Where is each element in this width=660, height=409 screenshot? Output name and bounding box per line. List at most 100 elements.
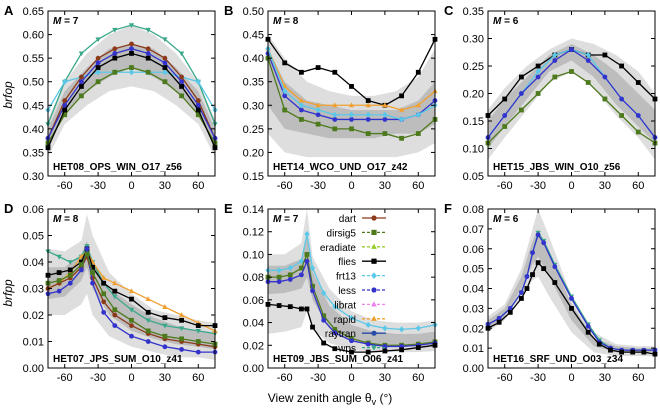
data-point bbox=[195, 339, 201, 344]
data-point bbox=[524, 274, 530, 279]
legend-entry-flies: flies bbox=[338, 257, 386, 268]
data-point bbox=[635, 80, 641, 85]
data-point bbox=[299, 265, 304, 271]
data-point bbox=[195, 349, 201, 355]
data-point bbox=[79, 79, 84, 85]
data-point bbox=[507, 309, 513, 315]
series-less-C bbox=[485, 47, 658, 140]
x-tick-label: 30 bbox=[599, 372, 611, 384]
data-point bbox=[128, 307, 135, 313]
data-point bbox=[128, 69, 135, 76]
data-point bbox=[365, 117, 371, 122]
data-point bbox=[112, 294, 118, 300]
data-point bbox=[282, 60, 288, 66]
mlabel: M = 8 bbox=[53, 214, 79, 225]
data-point bbox=[382, 131, 388, 136]
data-point bbox=[310, 283, 315, 289]
legend-label: dirsig5 bbox=[327, 228, 357, 239]
y-tick-label: 0.02 bbox=[463, 323, 484, 335]
data-point bbox=[145, 318, 151, 324]
series-rapid-B bbox=[265, 45, 438, 112]
x-tick-label: 0 bbox=[568, 180, 574, 192]
y-tick-label: 0.04 bbox=[243, 318, 264, 330]
legend-marker bbox=[371, 330, 377, 336]
legend-entry-wps: wps bbox=[337, 344, 386, 355]
data-point bbox=[502, 96, 508, 102]
data-point bbox=[162, 37, 168, 43]
legend-entry-librat: librat bbox=[334, 300, 386, 311]
data-point bbox=[162, 65, 168, 70]
data-point bbox=[382, 348, 388, 354]
data-point bbox=[552, 51, 558, 59]
y-tick-label: 0.35 bbox=[243, 77, 264, 89]
data-point bbox=[332, 126, 338, 132]
panel-B: 0.15 0.20 0.25 0.30 0.35 0.40 0.45 0.50 -60 -30 0 3… bbox=[224, 3, 438, 192]
data-point bbox=[585, 80, 591, 85]
legend-marker bbox=[371, 243, 377, 249]
y-tick-label: 0.00 bbox=[243, 363, 264, 375]
data-point bbox=[298, 258, 305, 265]
panel-letter: C bbox=[444, 3, 454, 18]
y-tick-label: 0.30 bbox=[23, 171, 44, 183]
x-tick-label: -60 bbox=[497, 180, 513, 192]
data-point bbox=[535, 63, 541, 69]
data-point bbox=[365, 98, 371, 103]
data-point bbox=[179, 93, 184, 99]
mlabel: M = 6 bbox=[493, 214, 519, 225]
x-tick-label: -30 bbox=[310, 180, 326, 192]
data-point bbox=[619, 63, 624, 69]
data-point bbox=[349, 84, 354, 89]
data-point bbox=[502, 124, 508, 129]
data-point bbox=[145, 339, 151, 344]
data-point bbox=[287, 304, 293, 310]
series-dirsig5-A bbox=[45, 65, 218, 146]
data-point bbox=[145, 27, 151, 33]
data-point bbox=[101, 280, 107, 286]
panel-letter: F bbox=[444, 201, 452, 216]
legend-label: frt13 bbox=[336, 272, 356, 283]
data-point bbox=[349, 117, 354, 122]
row-ylabel-bottom: brfpp bbox=[1, 279, 15, 307]
data-point bbox=[179, 84, 184, 89]
data-point bbox=[310, 324, 315, 330]
data-point bbox=[145, 46, 151, 52]
data-point bbox=[349, 349, 354, 355]
data-point bbox=[569, 47, 574, 52]
data-point bbox=[299, 117, 304, 122]
data-point bbox=[128, 288, 135, 294]
legend-label: eradiate bbox=[320, 243, 357, 254]
band-inner-B bbox=[268, 48, 435, 139]
y-tick-label: 0.05 bbox=[23, 231, 44, 243]
data-point bbox=[299, 107, 304, 113]
y-tick-label: 0.30 bbox=[243, 100, 264, 112]
data-point bbox=[179, 317, 184, 323]
data-point bbox=[162, 55, 168, 61]
data-point bbox=[195, 323, 201, 328]
x-tick-label: 60 bbox=[632, 372, 644, 384]
case-name: HET07_JPS_SUM_O10_z41 bbox=[53, 354, 183, 365]
mlabel-value: = 6 bbox=[501, 16, 518, 27]
data-point bbox=[56, 288, 62, 294]
x-tick-label: -30 bbox=[530, 180, 546, 192]
x-tick-label: 60 bbox=[192, 372, 204, 384]
mlabel: M = 6 bbox=[493, 16, 519, 27]
data-point bbox=[62, 107, 68, 113]
data-point bbox=[112, 280, 118, 286]
data-point bbox=[535, 74, 541, 80]
case-name: HET14_WCO_UND_O17_z42 bbox=[273, 162, 408, 173]
mlabel-symbol: M bbox=[493, 16, 502, 27]
data-point bbox=[282, 107, 288, 113]
data-point bbox=[129, 323, 134, 328]
data-point bbox=[541, 240, 547, 246]
data-point bbox=[282, 88, 288, 95]
series-frt13-B bbox=[265, 45, 438, 123]
data-point bbox=[129, 333, 134, 339]
series-wps-D bbox=[45, 244, 218, 337]
x-tick-label: 0 bbox=[348, 372, 354, 384]
data-point bbox=[596, 341, 602, 347]
case-name: HET08_OPS_WIN_O17_z56 bbox=[53, 162, 182, 173]
data-point bbox=[79, 262, 84, 268]
legend-marker bbox=[371, 287, 377, 293]
mlabel-value: = 8 bbox=[281, 16, 298, 27]
data-point bbox=[95, 37, 101, 43]
